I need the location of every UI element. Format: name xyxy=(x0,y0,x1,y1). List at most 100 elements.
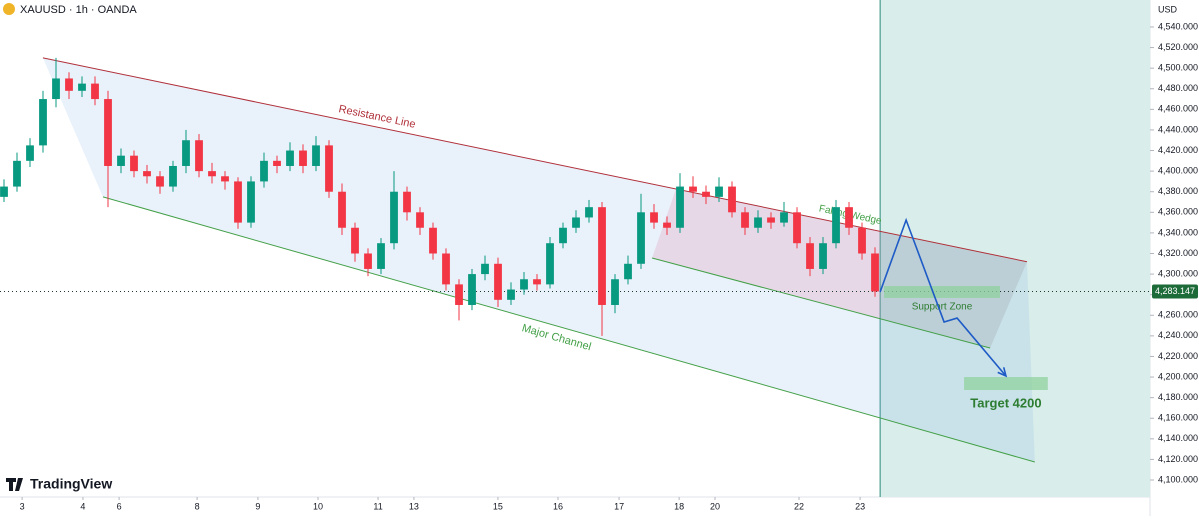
candle-body xyxy=(429,227,437,254)
brand-name: TradingView xyxy=(30,476,112,492)
x-tick-label: 15 xyxy=(493,501,503,511)
candle-body xyxy=(377,243,385,269)
candle-body xyxy=(702,191,710,197)
y-tick-label: 4,400.000 xyxy=(1158,165,1198,175)
y-tick-label: 4,220.000 xyxy=(1158,351,1198,361)
candle-body xyxy=(728,186,736,213)
candle-body xyxy=(676,186,684,228)
candle-body xyxy=(624,263,632,280)
candle-body xyxy=(663,222,671,228)
candle-body xyxy=(26,145,34,161)
y-tick-label: 4,460.000 xyxy=(1158,104,1198,114)
y-tick-label: 4,160.000 xyxy=(1158,413,1198,423)
candle-body xyxy=(156,176,164,187)
y-tick-label: 4,380.000 xyxy=(1158,186,1198,196)
candle-body xyxy=(52,78,60,100)
candle-body xyxy=(65,78,73,91)
candle-body xyxy=(104,99,112,166)
chart-title: XAUUSD · 1h · OANDA xyxy=(20,4,137,16)
candle-body xyxy=(299,150,307,166)
y-tick-label: 4,200.000 xyxy=(1158,371,1198,381)
x-tick-label: 6 xyxy=(117,501,122,511)
y-tick-label: 4,440.000 xyxy=(1158,124,1198,134)
candle-body xyxy=(117,155,125,166)
candle-body xyxy=(442,253,450,285)
x-tick-label: 17 xyxy=(614,501,624,511)
candle-body xyxy=(351,227,359,254)
x-tick-label: 23 xyxy=(855,501,865,511)
candle-body xyxy=(572,217,580,228)
y-tick-label: 4,520.000 xyxy=(1158,42,1198,52)
header: XAUUSD · 1h · OANDA xyxy=(3,3,137,16)
candle-body xyxy=(78,83,86,91)
x-tick-label: 3 xyxy=(20,501,25,511)
candle-body xyxy=(520,279,528,290)
y-tick-label: 4,500.000 xyxy=(1158,63,1198,73)
candle-body xyxy=(91,83,99,100)
candle-body xyxy=(780,212,788,223)
candle-body xyxy=(650,212,658,223)
candle-body xyxy=(637,212,645,264)
candle-body xyxy=(39,99,47,146)
candle-body xyxy=(130,155,138,172)
candle-body xyxy=(481,263,489,275)
candle-body xyxy=(455,284,463,305)
currency-label: USD xyxy=(1158,4,1178,14)
candle-body xyxy=(871,253,879,292)
wedge-fill xyxy=(652,189,881,319)
candle-body xyxy=(585,207,593,218)
candle-body xyxy=(325,145,333,192)
y-tick-label: 4,260.000 xyxy=(1158,310,1198,320)
last-price-badge xyxy=(1152,284,1198,299)
y-tick-label: 4,100.000 xyxy=(1158,474,1198,484)
candle-body xyxy=(546,243,554,285)
candle-body xyxy=(507,289,515,300)
candle-body xyxy=(247,181,255,223)
candle-body xyxy=(221,176,229,182)
candle-body xyxy=(312,145,320,166)
candle-body xyxy=(715,186,723,197)
brand-icon xyxy=(6,478,23,491)
x-tick-label: 22 xyxy=(794,501,804,511)
x-tick-label: 10 xyxy=(313,501,323,511)
trendline xyxy=(651,257,991,349)
candle-body xyxy=(195,140,203,172)
y-tick-label: 4,120.000 xyxy=(1158,454,1198,464)
y-tick-label: 4,480.000 xyxy=(1158,83,1198,93)
candle-body xyxy=(494,263,502,300)
x-tick-label: 13 xyxy=(409,501,419,511)
x-tick-label: 18 xyxy=(674,501,684,511)
candle-body xyxy=(390,191,398,244)
candle-body xyxy=(533,279,541,285)
zone xyxy=(884,286,1000,298)
y-tick-label: 4,420.000 xyxy=(1158,145,1198,155)
candle-body xyxy=(754,217,762,228)
candle-body xyxy=(338,191,346,228)
candle-body xyxy=(806,243,814,269)
candle-body xyxy=(741,212,749,228)
zone-label: Target 4200 xyxy=(970,395,1041,410)
candle-body xyxy=(13,160,21,187)
candle-body xyxy=(468,274,476,305)
y-tick-label: 4,320.000 xyxy=(1158,248,1198,258)
candle-body xyxy=(832,207,840,244)
y-tick-label: 4,360.000 xyxy=(1158,207,1198,217)
candle-body xyxy=(793,212,801,244)
y-tick-label: 4,540.000 xyxy=(1158,21,1198,31)
last-price-label: 4,283.147 xyxy=(1155,286,1195,296)
candle-body xyxy=(416,212,424,228)
candle-body xyxy=(286,150,294,166)
trendline xyxy=(102,196,1035,463)
candle-body xyxy=(260,160,268,182)
projection-path xyxy=(879,217,1007,377)
y-tick-label: 4,240.000 xyxy=(1158,330,1198,340)
y-tick-label: 4,340.000 xyxy=(1158,227,1198,237)
x-tick-label: 4 xyxy=(80,501,85,511)
candle-body xyxy=(364,253,372,269)
candle-body xyxy=(845,207,853,228)
y-tick-label: 4,180.000 xyxy=(1158,392,1198,402)
brand-logo: TradingView xyxy=(6,476,112,492)
y-tick-label: 4,300.000 xyxy=(1158,268,1198,278)
x-tick-label: 9 xyxy=(255,501,260,511)
